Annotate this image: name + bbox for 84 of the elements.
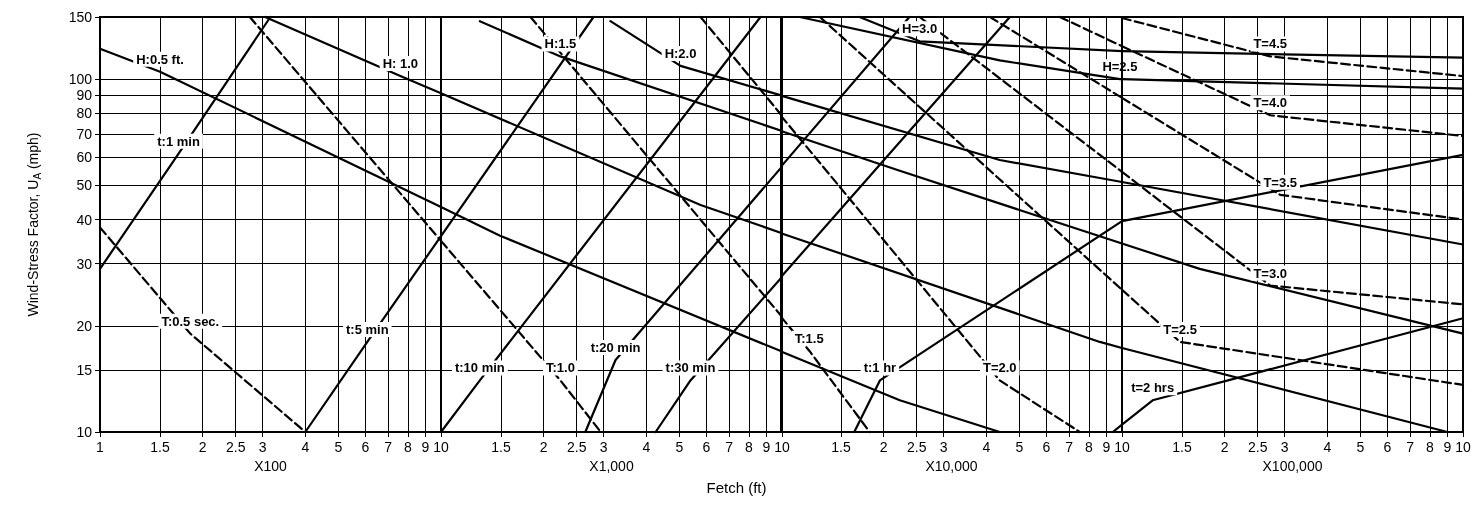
y-tick-label: 15 [76,361,93,378]
x-tick-label: 2 [539,439,548,455]
x-tick-label: 6 [361,439,370,455]
x-tick-label: 1.5 [831,439,851,455]
series-label: T:0.5 sec. [161,313,220,329]
x-tick-label: 3 [939,439,948,455]
series-label: T:1.0 [545,360,575,376]
y-tick-label: 90 [76,87,93,104]
series-label: H:0.5 ft. [136,51,184,67]
y-tick-label: 100 [68,71,93,88]
text: Fetch (ft) [705,479,767,496]
series-label: T=3.5 [1262,174,1297,190]
x-tick-label: 4 [1322,439,1331,455]
series-label: t:20 min [590,339,641,355]
x-tick-label: 8 [744,439,753,455]
x-tick-label: 10 [1114,439,1130,455]
x-tick-label: 3 [1280,439,1289,455]
x-tick-label: 9 [1443,439,1451,455]
x-tick-label: 1.5 [1171,439,1192,455]
x-tick-label: 9 [1102,439,1111,455]
x-tick-label: 7 [1405,439,1414,455]
x-tick-label: 1.5 [150,439,170,455]
series-label: t:1 hr [863,360,897,376]
x-tick-label: 9 [421,439,430,455]
x-tick-label: 2.5 [225,439,246,455]
x-axis-title: X100,000 [1262,457,1323,474]
x-tick-label: 2 [198,439,207,455]
x-tick-label: 2 [1220,439,1229,455]
series-label: T=4.0 [1252,95,1287,111]
x-tick-label: 3 [599,439,608,455]
series-label: T:1.5 [794,330,824,346]
series-label: T=2.0 [982,360,1017,376]
x-tick-label: 2 [879,439,888,455]
x-tick-label: 1 [96,439,105,455]
x-tick-label: 10 [773,439,790,455]
series-label: H=3.0 [902,21,938,37]
x-tick-label: 10 [1454,439,1471,455]
series-label: T=4.5 [1252,36,1287,52]
y-tick-label: 50 [76,177,93,194]
x-tick-label: 4 [982,439,991,455]
x-tick-label: 2.5 [566,439,587,455]
x-tick-label: 9 [762,439,770,455]
x-tick-label: 6 [1382,439,1391,455]
series-label: T=3.0 [1252,265,1287,281]
series-label: T=2.5 [1162,321,1197,337]
x-tick-label: 5 [1355,439,1364,455]
y-tick-label: 80 [76,105,93,122]
series-label: t:30 min [665,360,715,376]
x-tick-label: 4 [641,439,650,455]
x-tick-label: 2.5 [1247,439,1268,455]
y-tick-label: 70 [76,125,93,142]
x-axis-title: X10,000 [925,457,978,474]
x-tick-label: 5 [674,439,683,455]
y-tick-label: 30 [76,255,93,272]
x-tick-label: 5 [334,439,343,455]
x-tick-label: 8 [404,439,413,455]
x-tick-label: 6 [1042,439,1051,455]
y-tick-label: 60 [76,149,93,166]
series-label: H:2.0 [664,45,696,61]
series-label: t:5 min [346,321,389,337]
series-label: t:10 min [454,360,505,376]
x-tick-label: 8 [1085,439,1094,455]
x-tick-label: 3 [258,439,267,455]
x-tick-label: 7 [1065,439,1074,455]
series-label: t:1 min [157,133,200,149]
x-axis-title: X1,000 [588,457,634,474]
x-tick-label: 10 [433,439,449,455]
x-axis-title: X100 [254,457,288,474]
x-tick-label: 2.5 [906,439,927,455]
y-tick-label: 40 [76,211,93,228]
series-label: H: 1.0 [382,56,419,72]
x-tick-label: 5 [1015,439,1024,455]
x-tick-label: 7 [724,439,733,455]
x-tick-label: 8 [1425,439,1434,455]
series-label: H:1.5 [544,36,576,52]
y-tick-label: 10 [76,424,93,440]
series-label: t=2 hrs [1130,380,1174,396]
y-tick-label: 150 [68,9,93,25]
x-tick-label: 6 [701,439,710,455]
x-tick-label: 1.5 [490,439,511,455]
y-tick-label: 20 [76,317,93,334]
x-tick-label: 4 [301,439,310,455]
y-axis-title: Wind-Stress Factor, UA (mph) [25,132,43,317]
x-tick-label: 7 [384,439,393,455]
